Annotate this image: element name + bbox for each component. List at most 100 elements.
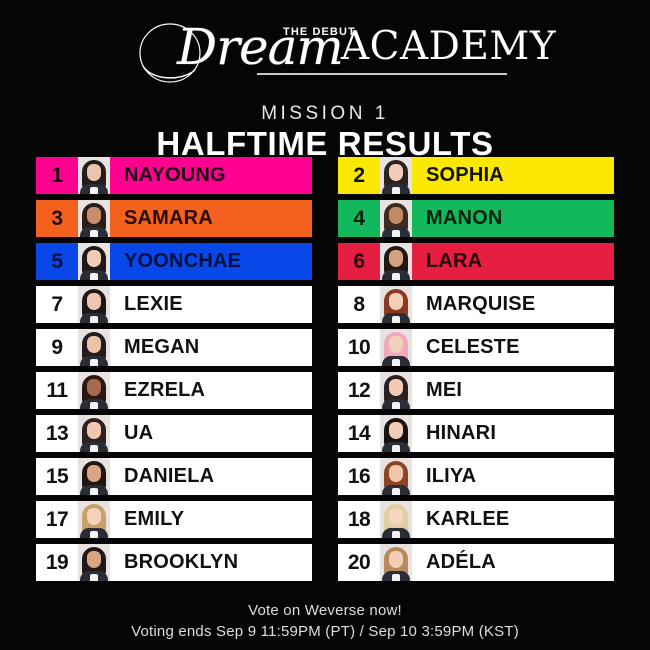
contestant-avatar [78,243,110,280]
contestant-name: KARLEE [426,508,510,530]
contestant-name: MANON [426,207,503,229]
ranking-grid: 1 NAYOUNG 2 SOPHIA 3 SAMARA 4 MANON 5 YOONCHAE 6 LA… [36,157,614,587]
ranking-row-pair: 7 LEXIE 8 MARQUISE [36,286,614,323]
contestant-avatar [78,544,110,581]
contestant-avatar [380,286,412,323]
contestant-avatar [78,329,110,366]
contestant-avatar [78,501,110,538]
contestant-card[interactable]: 8 MARQUISE [338,286,614,323]
contestant-name: CELESTE [426,336,520,358]
logo-academy-word: ACADEMY [341,24,557,69]
contestant-avatar [78,157,110,194]
contestant-avatar [380,501,412,538]
contestant-rank: 11 [46,379,68,402]
contestant-card[interactable]: 4 MANON [338,200,614,237]
ranking-row-pair: 1 NAYOUNG 2 SOPHIA [36,157,614,194]
contestant-avatar [380,415,412,452]
contestant-name: MEI [426,379,463,401]
footer: Vote on Weverse now! Voting ends Sep 9 1… [0,600,650,642]
ranking-row-pair: 17 EMILY 18 KARLEE [36,501,614,538]
contestant-card[interactable]: 18 KARLEE [338,501,614,538]
logo-kicker: THE DEBUT [283,26,356,38]
contestant-rank: 20 [347,551,371,574]
contestant-name: BROOKLYN [124,551,239,573]
contestant-name: HINARI [426,422,497,444]
ranking-row-pair: 9 MEGAN 10 CELESTE [36,329,614,366]
contestant-rank: 7 [51,293,63,316]
contestant-card[interactable]: 1 NAYOUNG [36,157,312,194]
contestant-avatar [78,415,110,452]
contestant-card[interactable]: 15 DANIELA [36,458,312,495]
contestant-name: EZRELA [124,379,206,401]
contestant-card[interactable]: 12 MEI [338,372,614,409]
contestant-name: ILIYA [426,465,477,487]
contestant-name: YOONCHAE [124,250,242,272]
contestant-avatar [380,329,412,366]
contestant-avatar [78,286,110,323]
ranking-row-pair: 19 BROOKLYN 20 ADÉLA [36,544,614,581]
contestant-rank: 9 [51,336,63,359]
contestant-card[interactable]: 6 LARA [338,243,614,280]
contestant-avatar [380,544,412,581]
contestant-card[interactable]: 19 BROOKLYN [36,544,312,581]
contestant-rank: 17 [45,508,69,531]
logo-script-word: Dream [177,18,344,76]
contestant-card[interactable]: 10 CELESTE [338,329,614,366]
contestant-rank: 2 [353,164,365,187]
logo-underline [257,73,507,75]
show-logo: Dream THE DEBUT ACADEMY [0,16,650,98]
contestant-rank: 15 [45,465,69,488]
contestant-rank: 1 [51,164,63,187]
contestant-name: SOPHIA [426,164,504,186]
contestant-card[interactable]: 7 LEXIE [36,286,312,323]
contestant-name: NAYOUNG [124,164,226,186]
contestant-rank: 13 [45,422,69,445]
contestant-name: SAMARA [124,207,213,229]
contestant-card[interactable]: 13 UA [36,415,312,452]
contestant-card[interactable]: 16 ILIYA [338,458,614,495]
contestant-name: MARQUISE [426,293,536,315]
contestant-card[interactable]: 2 SOPHIA [338,157,614,194]
contestant-card[interactable]: 14 HINARI [338,415,614,452]
contestant-name: LARA [426,250,483,272]
contestant-rank: 10 [347,336,371,359]
ranking-row-pair: 13 UA 14 HINARI [36,415,614,452]
ranking-row-pair: 15 DANIELA 16 ILIYA [36,458,614,495]
contestant-avatar [78,458,110,495]
contestant-card[interactable]: 9 MEGAN [36,329,312,366]
voting-deadline: Voting ends Sep 9 11:59PM (PT) / Sep 10 … [131,623,519,640]
contestant-rank: 12 [347,379,371,402]
contestant-name: DANIELA [124,465,215,487]
contestant-avatar [380,200,412,237]
contestant-name: MEGAN [124,336,200,358]
contestant-name: EMILY [124,508,185,530]
contestant-rank: 19 [45,551,69,574]
contestant-name: UA [124,422,154,444]
contestant-avatar [380,458,412,495]
contestant-rank: 14 [347,422,371,445]
ranking-row-pair: 11 EZRELA 12 MEI [36,372,614,409]
contestant-card[interactable]: 20 ADÉLA [338,544,614,581]
contestant-avatar [380,243,412,280]
contestant-rank: 3 [51,207,63,230]
contestant-card[interactable]: 17 EMILY [36,501,312,538]
contestant-rank: 4 [353,207,365,230]
contestant-rank: 16 [347,465,371,488]
swirl-flourish-icon [139,23,201,83]
contestant-card[interactable]: 5 YOONCHAE [36,243,312,280]
contestant-avatar [78,200,110,237]
contestant-name: ADÉLA [426,551,496,573]
page-title: HALFTIME RESULTS [156,125,494,162]
contestant-avatar [380,157,412,194]
contestant-rank: 5 [51,250,63,273]
contestant-card[interactable]: 3 SAMARA [36,200,312,237]
contestant-rank: 18 [347,508,371,531]
contestant-name: LEXIE [124,293,183,315]
contestant-avatar [78,372,110,409]
contestant-card[interactable]: 11 EZRELA [36,372,312,409]
contestant-avatar [380,372,412,409]
ranking-row-pair: 3 SAMARA 4 MANON [36,200,614,237]
contestant-rank: 8 [353,293,365,316]
mission-label: MISSION 1 [261,103,389,124]
